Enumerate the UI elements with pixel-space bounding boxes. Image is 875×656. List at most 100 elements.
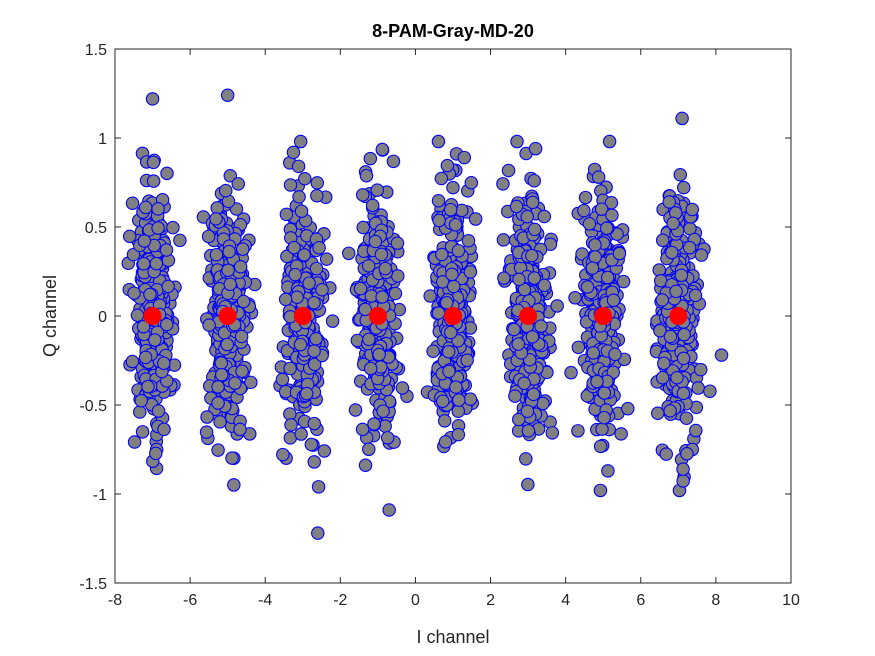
x-tick-label: -2 — [333, 592, 347, 609]
received-symbol — [525, 195, 540, 210]
received-symbol — [372, 347, 386, 362]
received-symbol — [657, 356, 671, 371]
received-symbol — [659, 447, 673, 461]
received-symbol — [590, 374, 604, 389]
received-symbol — [311, 480, 326, 494]
received-symbol — [545, 426, 560, 440]
received-symbol — [520, 404, 535, 418]
received-symbol — [293, 337, 308, 352]
received-symbol — [395, 381, 410, 395]
received-symbol — [509, 199, 524, 214]
received-symbol — [674, 268, 689, 283]
received-symbol — [307, 416, 322, 431]
constellation-point — [669, 307, 688, 325]
received-symbol — [146, 174, 161, 188]
received-symbol — [653, 323, 667, 338]
received-symbol — [588, 238, 602, 252]
received-symbol — [670, 370, 684, 385]
received-symbol — [655, 233, 670, 248]
received-symbol — [353, 281, 368, 296]
received-symbol-outlier — [714, 348, 729, 362]
received-symbol — [673, 168, 688, 182]
received-symbol — [437, 414, 452, 428]
received-symbol — [223, 277, 237, 292]
received-symbol — [151, 404, 166, 418]
received-symbol — [519, 452, 533, 466]
y-axis: -1.5 -1 -0.5 0 0.5 1 1.5 — [79, 42, 791, 593]
received-symbol — [449, 380, 463, 394]
received-symbol — [359, 168, 374, 183]
received-symbol — [578, 190, 593, 205]
received-symbol — [143, 287, 157, 302]
received-symbol-outlier — [675, 111, 689, 126]
received-symbol — [527, 222, 542, 237]
received-symbol — [361, 259, 376, 273]
received-symbol — [221, 263, 235, 277]
received-symbol — [294, 427, 308, 441]
received-symbol — [135, 425, 150, 439]
received-symbol — [126, 247, 141, 262]
received-symbol — [536, 396, 550, 411]
received-symbol — [219, 183, 233, 198]
received-symbol — [355, 188, 370, 202]
received-symbol — [214, 356, 229, 370]
received-symbol — [468, 212, 483, 226]
received-symbol — [209, 247, 224, 262]
received-symbol — [297, 248, 311, 262]
received-symbol — [666, 216, 680, 231]
received-symbol — [299, 386, 314, 401]
received-symbol — [133, 405, 147, 419]
received-symbol — [160, 166, 174, 181]
received-symbol — [694, 248, 709, 262]
received-symbol-outlier — [220, 88, 235, 103]
received-symbol — [157, 356, 171, 370]
received-symbol-outlier — [457, 150, 472, 165]
received-symbol — [368, 234, 383, 249]
received-symbol — [283, 361, 297, 376]
received-symbol — [655, 370, 670, 385]
chart-title: 8-PAM-Gray-MD-20 — [372, 21, 534, 41]
received-symbol — [521, 424, 536, 438]
received-symbol — [669, 284, 683, 299]
received-symbol — [223, 169, 238, 183]
received-symbol — [151, 221, 165, 235]
received-symbol — [550, 299, 564, 313]
received-symbol — [594, 202, 609, 216]
received-symbol — [568, 291, 582, 305]
received-symbol — [662, 195, 677, 209]
constellation-points-layer — [143, 307, 688, 325]
constellation-point — [293, 307, 312, 325]
received-symbol — [665, 245, 679, 260]
received-symbol — [375, 290, 389, 304]
received-symbol — [356, 220, 370, 235]
received-symbol — [161, 279, 175, 294]
x-tick-label: 6 — [636, 592, 645, 609]
received-symbol — [125, 354, 140, 369]
y-tick-label: -1.5 — [79, 576, 107, 593]
received-symbol — [676, 474, 690, 488]
received-symbol — [676, 386, 691, 401]
received-symbol — [202, 318, 216, 332]
received-symbol — [571, 340, 586, 355]
received-symbol — [391, 269, 405, 283]
received-symbol — [507, 322, 521, 337]
received-symbol — [446, 279, 461, 294]
received-symbol — [685, 202, 700, 217]
received-symbol — [445, 267, 459, 282]
received-symbol — [283, 178, 298, 192]
x-tick-label: -4 — [258, 592, 272, 609]
received-symbol — [279, 207, 294, 222]
received-symbol — [521, 477, 535, 492]
constellation-point — [218, 307, 237, 325]
received-symbol — [431, 194, 446, 208]
received-symbol — [601, 464, 615, 478]
received-symbol — [432, 213, 446, 228]
received-symbol — [451, 404, 466, 419]
received-symbol — [233, 260, 248, 274]
received-symbol — [130, 308, 145, 323]
received-symbol — [291, 159, 306, 174]
y-tick-label: 1.5 — [85, 42, 107, 59]
received-symbol — [537, 209, 552, 224]
received-symbol — [689, 423, 703, 438]
received-symbol — [363, 151, 378, 166]
